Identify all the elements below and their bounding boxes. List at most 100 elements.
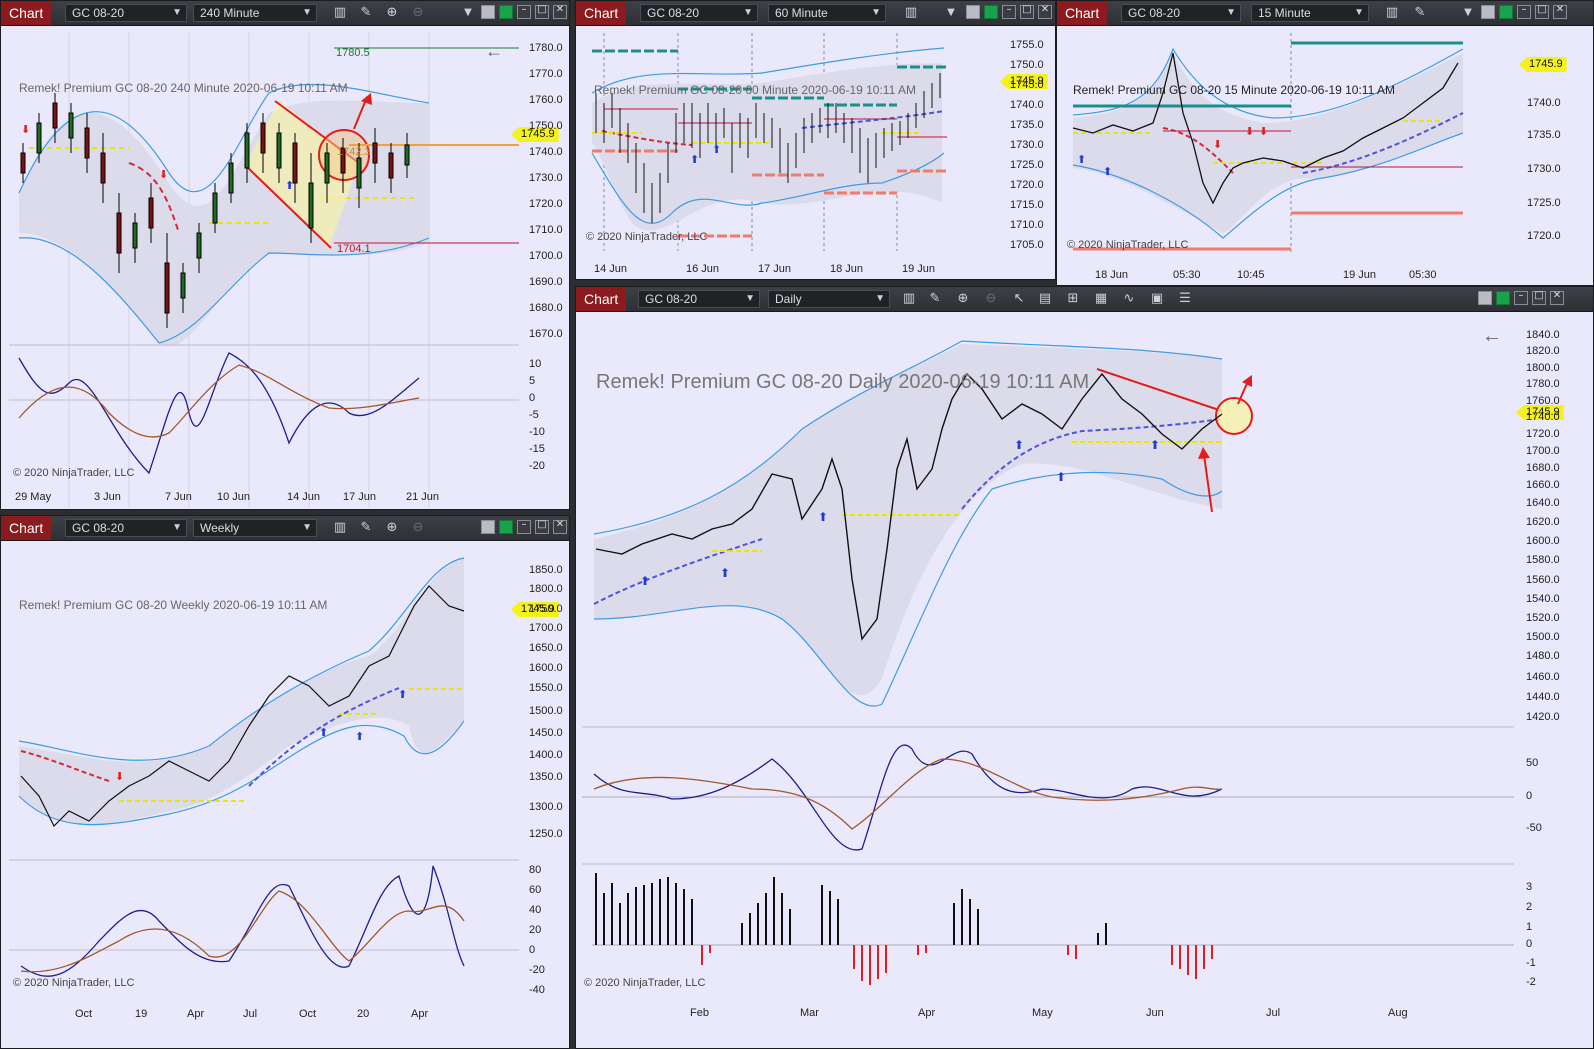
interval-selector[interactable]: Daily ▼ [768,290,890,308]
y-tick: 1740.0 [529,146,563,158]
back-arrow-icon[interactable]: ← [485,41,503,61]
maximize-button[interactable]: □ [1535,4,1549,19]
maximize-button[interactable]: □ [535,4,549,19]
zoom-out-icon[interactable]: ⊖ [412,5,424,20]
zoom-in-icon[interactable]: ⊕ [386,5,398,20]
y-tick: 1780.0 [1526,378,1560,390]
zoom-in-icon[interactable]: ⊕ [957,291,969,306]
y-tick: 1440.0 [1526,691,1560,703]
y-tick: 1730.0 [529,172,563,184]
window-color-button[interactable] [984,5,998,19]
toolbar-menu-chevron-icon[interactable]: ▼ [947,7,955,18]
instrument-selector[interactable]: GC 08-20 ▼ [1121,4,1241,22]
window-link-button[interactable] [966,5,980,19]
strategies-icon[interactable]: ∿ [1123,291,1135,306]
close-button[interactable]: ✕ [1550,290,1564,305]
bar-type-icon[interactable]: ▥ [1385,5,1399,20]
maximize-button[interactable]: □ [535,519,549,534]
close-button[interactable]: ✕ [553,4,567,19]
back-arrow-icon[interactable]: ← [1482,325,1502,347]
instrument-selector[interactable]: GC 08-20 ▼ [638,290,760,308]
templates-icon[interactable]: ▣ [1150,291,1164,306]
indicators-icon[interactable]: ▦ [1094,291,1108,306]
window-link-button[interactable] [1481,5,1495,19]
interval-selector[interactable]: 60 Minute ▼ [768,4,886,22]
svg-text:⬆: ⬆ [319,727,328,739]
pencil-icon[interactable]: ✎ [1414,5,1426,20]
price-chart-daily[interactable]: ⬆ ⬆ ⬆ ⬆ ⬆ ⬆ [582,319,1514,1015]
interval-selector[interactable]: 240 Minute ▼ [193,4,317,22]
y-tick: 1820.0 [1526,345,1560,357]
bar-type-icon[interactable]: ▥ [902,291,916,306]
chevron-down-icon: ▼ [743,7,753,18]
x-tick: 14 Jun [287,491,321,503]
y-tick: 1460.0 [1526,671,1560,683]
instrument-selector[interactable]: GC 08-20 ▼ [65,519,187,537]
window-color-button[interactable] [499,520,513,534]
chart-tab[interactable]: Chart [1,516,52,540]
y-tick: 1705.0 [1010,239,1044,251]
minimize-button[interactable]: – [1002,4,1016,19]
price-chart-60min[interactable]: ⬆⬆ [582,33,1002,251]
window-link-button[interactable] [481,520,495,534]
instrument-selector[interactable]: GC 08-20 ▼ [65,4,187,22]
x-tick: Oct [75,1008,93,1020]
close-icon: ✕ [555,519,565,530]
zoom-out-icon[interactable]: ⊖ [985,291,997,306]
zoom-in-icon[interactable]: ⊕ [386,520,398,535]
maximize-button[interactable]: □ [1532,290,1546,305]
close-button[interactable]: ✕ [1553,4,1567,19]
properties-list-icon[interactable]: ☰ [1179,291,1191,306]
maximize-icon: □ [1022,4,1032,15]
window-color-button[interactable] [1496,291,1510,305]
svg-text:⬆: ⬆ [355,731,364,743]
toolbar-menu-chevron-icon[interactable]: ▼ [1464,7,1472,18]
chart-tab[interactable]: Chart [576,287,627,311]
interval-selector[interactable]: 15 Minute ▼ [1251,4,1369,22]
minimize-button[interactable]: – [1517,4,1531,19]
pencil-icon[interactable]: ✎ [360,5,372,20]
price-chart-240min[interactable]: ⬇ ⬇ ⬆ [9,33,519,507]
chart-tab[interactable]: Chart [1057,1,1108,25]
data-box-icon[interactable]: ▤ [1038,291,1052,306]
price-chart-15min[interactable]: ⬆ ⬆ ⬇ ⬇ ⬇ [1063,33,1513,253]
y-tick: 1770.0 [529,68,563,80]
pointer-icon[interactable]: ↖ [1013,291,1025,306]
x-tick: Jun [1146,1007,1164,1019]
y-tick: 1680.0 [1526,462,1560,474]
price-chart-weekly[interactable]: ⬇ ⬆ ⬆ ⬆ [9,546,519,1016]
svg-text:⬆: ⬆ [720,566,730,580]
toolbar-menu-chevron-icon[interactable]: ▼ [464,7,472,18]
minimize-button[interactable]: – [1514,290,1528,305]
close-button[interactable]: ✕ [553,519,567,534]
chart-trader-icon[interactable]: ⊞ [1067,291,1079,306]
bar-type-icon[interactable]: ▥ [333,5,347,20]
pencil-icon[interactable]: ✎ [360,520,372,535]
bar-type-icon[interactable]: ▥ [333,520,347,535]
close-button[interactable]: ✕ [1038,4,1052,19]
chart-tab[interactable]: Chart [1,1,52,25]
x-tick: 14 Jun [594,263,628,275]
chart-tab[interactable]: Chart [576,1,627,25]
x-tick: 10 Jun [217,491,251,503]
minimize-button[interactable]: – [517,4,531,19]
osc-tick: 0 [529,392,536,404]
y-tick: 1740.0 [1526,411,1560,423]
chart-label: Remek! Premium GC 08-20 Daily 2020-06-19… [596,371,1090,393]
zoom-out-icon[interactable]: ⊖ [412,520,424,535]
instrument-value: GC 08-20 [1128,6,1181,20]
maximize-button[interactable]: □ [1020,4,1034,19]
interval-selector[interactable]: Weekly ▼ [193,519,317,537]
chart-window-daily: Chart GC 08-20 ▼ Daily ▼ ▥ ✎ ⊕ ⊖ ↖ ▤ ⊞ ▦ ∿… [575,286,1594,1049]
window-color-button[interactable] [499,5,513,19]
svg-text:⬆: ⬆ [1150,438,1160,452]
bar-type-icon[interactable]: ▥ [904,5,918,20]
window-link-button[interactable] [1478,291,1492,305]
close-icon: ✕ [1555,4,1565,15]
interval-value: 240 Minute [200,6,260,20]
window-link-button[interactable] [481,5,495,19]
window-color-button[interactable] [1499,5,1513,19]
minimize-button[interactable]: – [517,519,531,534]
instrument-selector[interactable]: GC 08-20 ▼ [640,4,758,22]
pencil-icon[interactable]: ✎ [929,291,941,306]
